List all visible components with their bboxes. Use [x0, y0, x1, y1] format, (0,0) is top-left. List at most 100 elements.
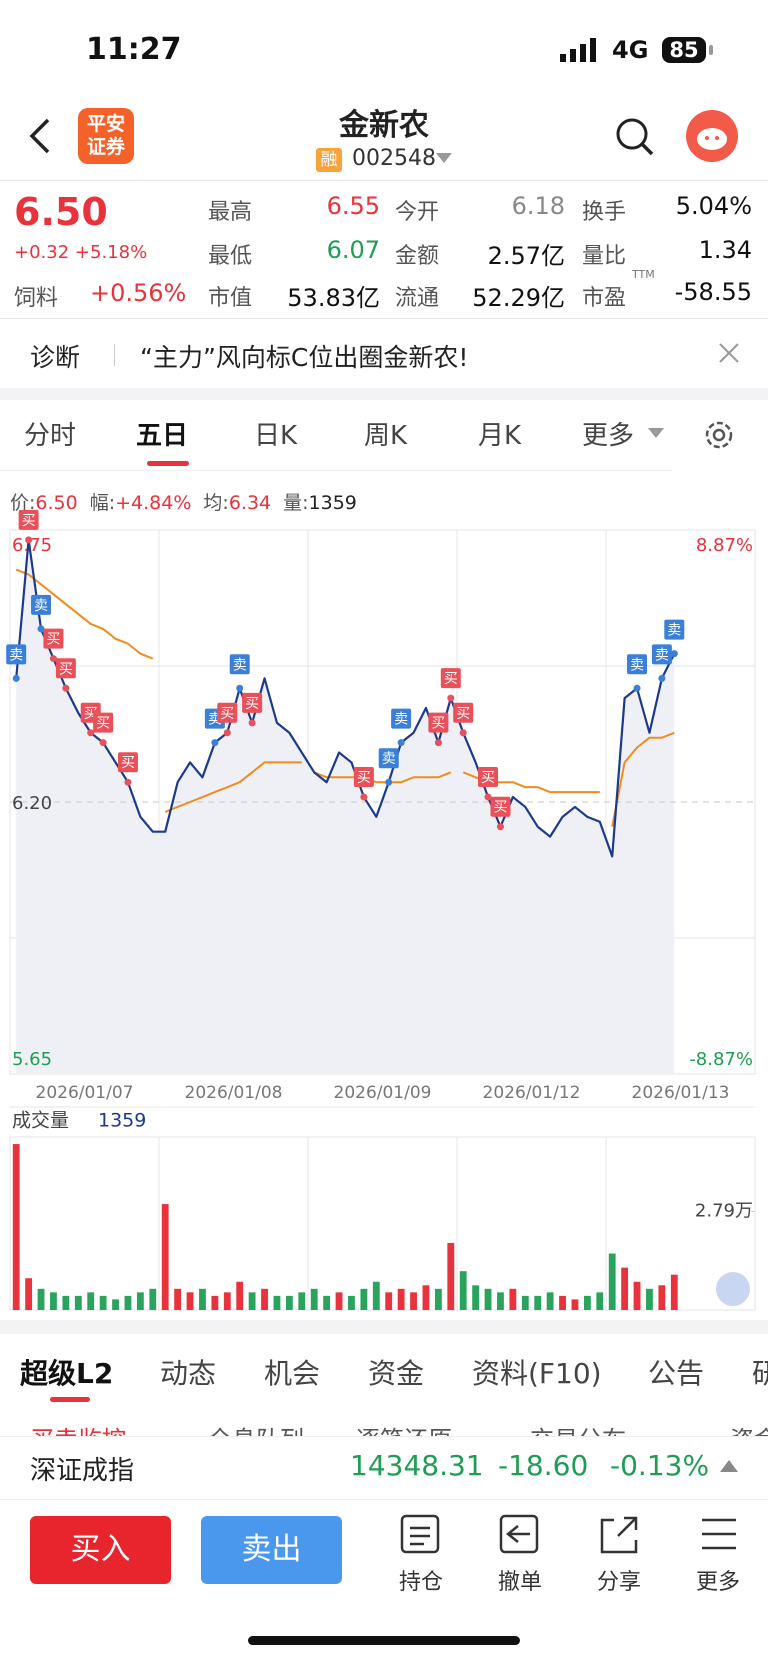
zoom-button[interactable]: [716, 1272, 750, 1306]
signal-badge: [31, 594, 52, 615]
chart-tab[interactable]: 日K: [254, 421, 298, 451]
stat-label: 流通: [395, 286, 440, 311]
volume-bar: [484, 1288, 492, 1310]
holdings-icon[interactable]: [400, 1514, 440, 1554]
separator: [114, 344, 115, 366]
change: +0.32: [14, 242, 70, 263]
bottom-tab[interactable]: 资料(F10): [472, 1357, 602, 1390]
volume-bar: [174, 1288, 182, 1310]
signal-dot: [12, 674, 20, 682]
tab-underline: [147, 461, 189, 466]
info-value: +4.84%: [115, 492, 192, 514]
bottom-tab[interactable]: 资金: [368, 1357, 425, 1390]
signal-label: 买: [96, 716, 110, 732]
signal-label: 买: [431, 716, 445, 732]
index-bar[interactable]: [0, 1436, 768, 1500]
dropdown-icon[interactable]: [436, 153, 452, 165]
volume-bar: [99, 1295, 107, 1310]
stat-label: 市盈: [582, 286, 627, 311]
cancel-icon[interactable]: [499, 1514, 539, 1554]
band: [0, 1320, 768, 1334]
volume-bar: [211, 1295, 219, 1310]
volume-bar: [571, 1299, 579, 1310]
average-line: [313, 771, 452, 784]
chart-tab[interactable]: 月K: [478, 421, 522, 451]
chart-tab[interactable]: 周K: [364, 421, 408, 451]
bottom-tab[interactable]: 公告: [648, 1357, 705, 1390]
info-label: 均:: [203, 492, 229, 514]
tool-label[interactable]: 分享: [596, 1570, 641, 1595]
bottom-tab[interactable]: 研报: [752, 1357, 768, 1390]
signal-badge: [490, 796, 511, 817]
divider: [0, 318, 768, 319]
volume-bar: [621, 1267, 629, 1310]
signal-dot: [211, 739, 219, 747]
sell-button[interactable]: 卖出: [201, 1516, 342, 1584]
signal-dot: [484, 793, 492, 801]
bottom-tab[interactable]: 机会: [264, 1357, 321, 1390]
expand-icon[interactable]: [720, 1458, 738, 1472]
info-label: 量:: [283, 492, 309, 514]
signal-dot: [496, 823, 504, 831]
volume-bar: [62, 1295, 70, 1310]
signal-label: 卖: [34, 598, 48, 614]
avatar[interactable]: [686, 110, 738, 162]
signal-icon: [560, 38, 596, 62]
chart-tab[interactable]: 五日: [136, 421, 189, 451]
signal-badge: [6, 644, 27, 665]
volume-bar: [285, 1295, 293, 1310]
search-button[interactable]: [614, 116, 656, 158]
signal-label: 卖: [394, 712, 408, 728]
signal-badge: [378, 748, 399, 769]
divider: [0, 180, 768, 181]
signal-label: 买: [245, 696, 259, 712]
tool-label[interactable]: 更多: [695, 1570, 740, 1595]
volume-bar: [186, 1292, 194, 1310]
signal-label: 卖: [630, 657, 644, 673]
signal-badge: [229, 654, 250, 675]
back-button[interactable]: [26, 116, 56, 156]
chart-tab[interactable]: 分时: [24, 421, 77, 451]
volume-bar: [298, 1292, 306, 1310]
bottom-tab[interactable]: 超级L2: [20, 1357, 114, 1390]
share-icon[interactable]: [600, 1516, 638, 1554]
signal-dot: [248, 719, 256, 727]
buy-button[interactable]: 买入: [30, 1516, 171, 1584]
signal-dot: [633, 684, 641, 692]
volume-bar: [410, 1292, 417, 1310]
stat-value: 52.29亿: [472, 284, 565, 312]
settings-button[interactable]: [702, 418, 736, 452]
signal-dot: [37, 625, 45, 633]
signal-badge: [242, 692, 263, 713]
stat-label: 最高: [208, 200, 253, 225]
volume-current: 1359: [98, 1110, 146, 1132]
info-value: 1359: [308, 492, 357, 514]
info-line: 价:6.50 幅:+4.84% 均:6.34 量:1359: [10, 488, 369, 515]
volume-bar: [546, 1292, 554, 1310]
bottom-tab[interactable]: 动态: [160, 1357, 217, 1390]
battery-tip: [709, 45, 713, 55]
volume-bar: [348, 1295, 355, 1310]
close-button[interactable]: [718, 342, 740, 364]
stock-code: 002548: [352, 146, 436, 171]
signal-badge: [353, 767, 374, 788]
dropdown-icon[interactable]: [648, 428, 664, 440]
signal-dot: [397, 739, 405, 747]
diagnosis-text[interactable]: “主力”风向标C位出圈金新农!: [140, 343, 469, 372]
volume-bar: [608, 1253, 616, 1310]
x-tick-label: 2026/01/08: [185, 1083, 283, 1103]
price-change: +0.32 +5.18%: [14, 242, 147, 263]
signal-label: 买: [481, 770, 495, 786]
tool-label[interactable]: 撤单: [497, 1570, 542, 1595]
battery: 85: [662, 37, 706, 63]
volume-bar: [534, 1295, 542, 1310]
tool-label[interactable]: 持仓: [398, 1570, 443, 1595]
signal-dot: [385, 778, 393, 786]
volume-frame: [9, 1136, 756, 1311]
logo-line: 平安: [86, 113, 125, 135]
more-icon[interactable]: [702, 1518, 736, 1550]
home-indicator: [248, 1636, 520, 1645]
volume-bar: [273, 1295, 281, 1310]
chart-tab[interactable]: 更多: [582, 421, 635, 451]
volume-bar: [149, 1288, 157, 1310]
